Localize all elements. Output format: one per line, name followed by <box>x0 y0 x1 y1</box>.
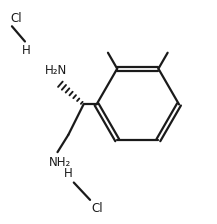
Text: Cl: Cl <box>11 12 23 25</box>
Text: Cl: Cl <box>91 202 103 215</box>
Text: H₂N: H₂N <box>45 64 67 77</box>
Text: NH₂: NH₂ <box>49 157 71 170</box>
Text: H: H <box>22 44 30 57</box>
Text: H: H <box>64 167 73 180</box>
